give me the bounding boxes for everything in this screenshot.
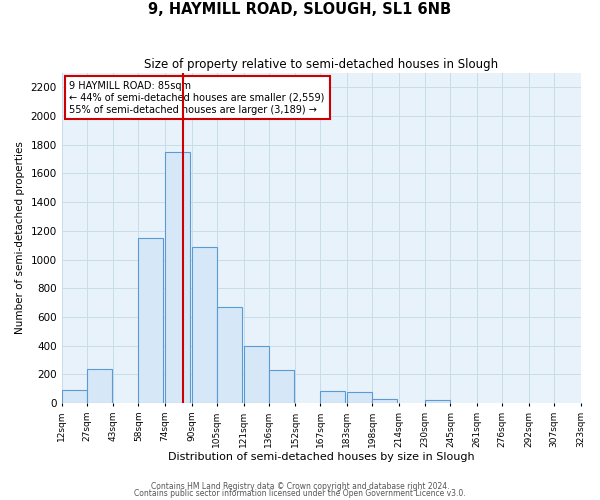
Text: Contains HM Land Registry data © Crown copyright and database right 2024.: Contains HM Land Registry data © Crown c… bbox=[151, 482, 449, 491]
Bar bbox=[347, 392, 372, 403]
X-axis label: Distribution of semi-detached houses by size in Slough: Distribution of semi-detached houses by … bbox=[168, 452, 475, 462]
Bar bbox=[244, 346, 269, 403]
Title: Size of property relative to semi-detached houses in Slough: Size of property relative to semi-detach… bbox=[144, 58, 498, 70]
Bar bbox=[139, 238, 163, 403]
Text: 9, HAYMILL ROAD, SLOUGH, SL1 6NB: 9, HAYMILL ROAD, SLOUGH, SL1 6NB bbox=[148, 2, 452, 18]
Bar bbox=[62, 390, 86, 403]
Bar bbox=[425, 400, 451, 403]
Y-axis label: Number of semi-detached properties: Number of semi-detached properties bbox=[15, 142, 25, 334]
Text: 9 HAYMILL ROAD: 85sqm
← 44% of semi-detached houses are smaller (2,559)
55% of s: 9 HAYMILL ROAD: 85sqm ← 44% of semi-deta… bbox=[70, 82, 325, 114]
Text: Contains public sector information licensed under the Open Government Licence v3: Contains public sector information licen… bbox=[134, 489, 466, 498]
Bar bbox=[86, 368, 112, 403]
Bar bbox=[320, 390, 345, 403]
Bar bbox=[217, 307, 242, 403]
Bar bbox=[192, 246, 217, 403]
Bar bbox=[269, 370, 293, 403]
Bar bbox=[165, 152, 190, 403]
Bar bbox=[372, 398, 397, 403]
